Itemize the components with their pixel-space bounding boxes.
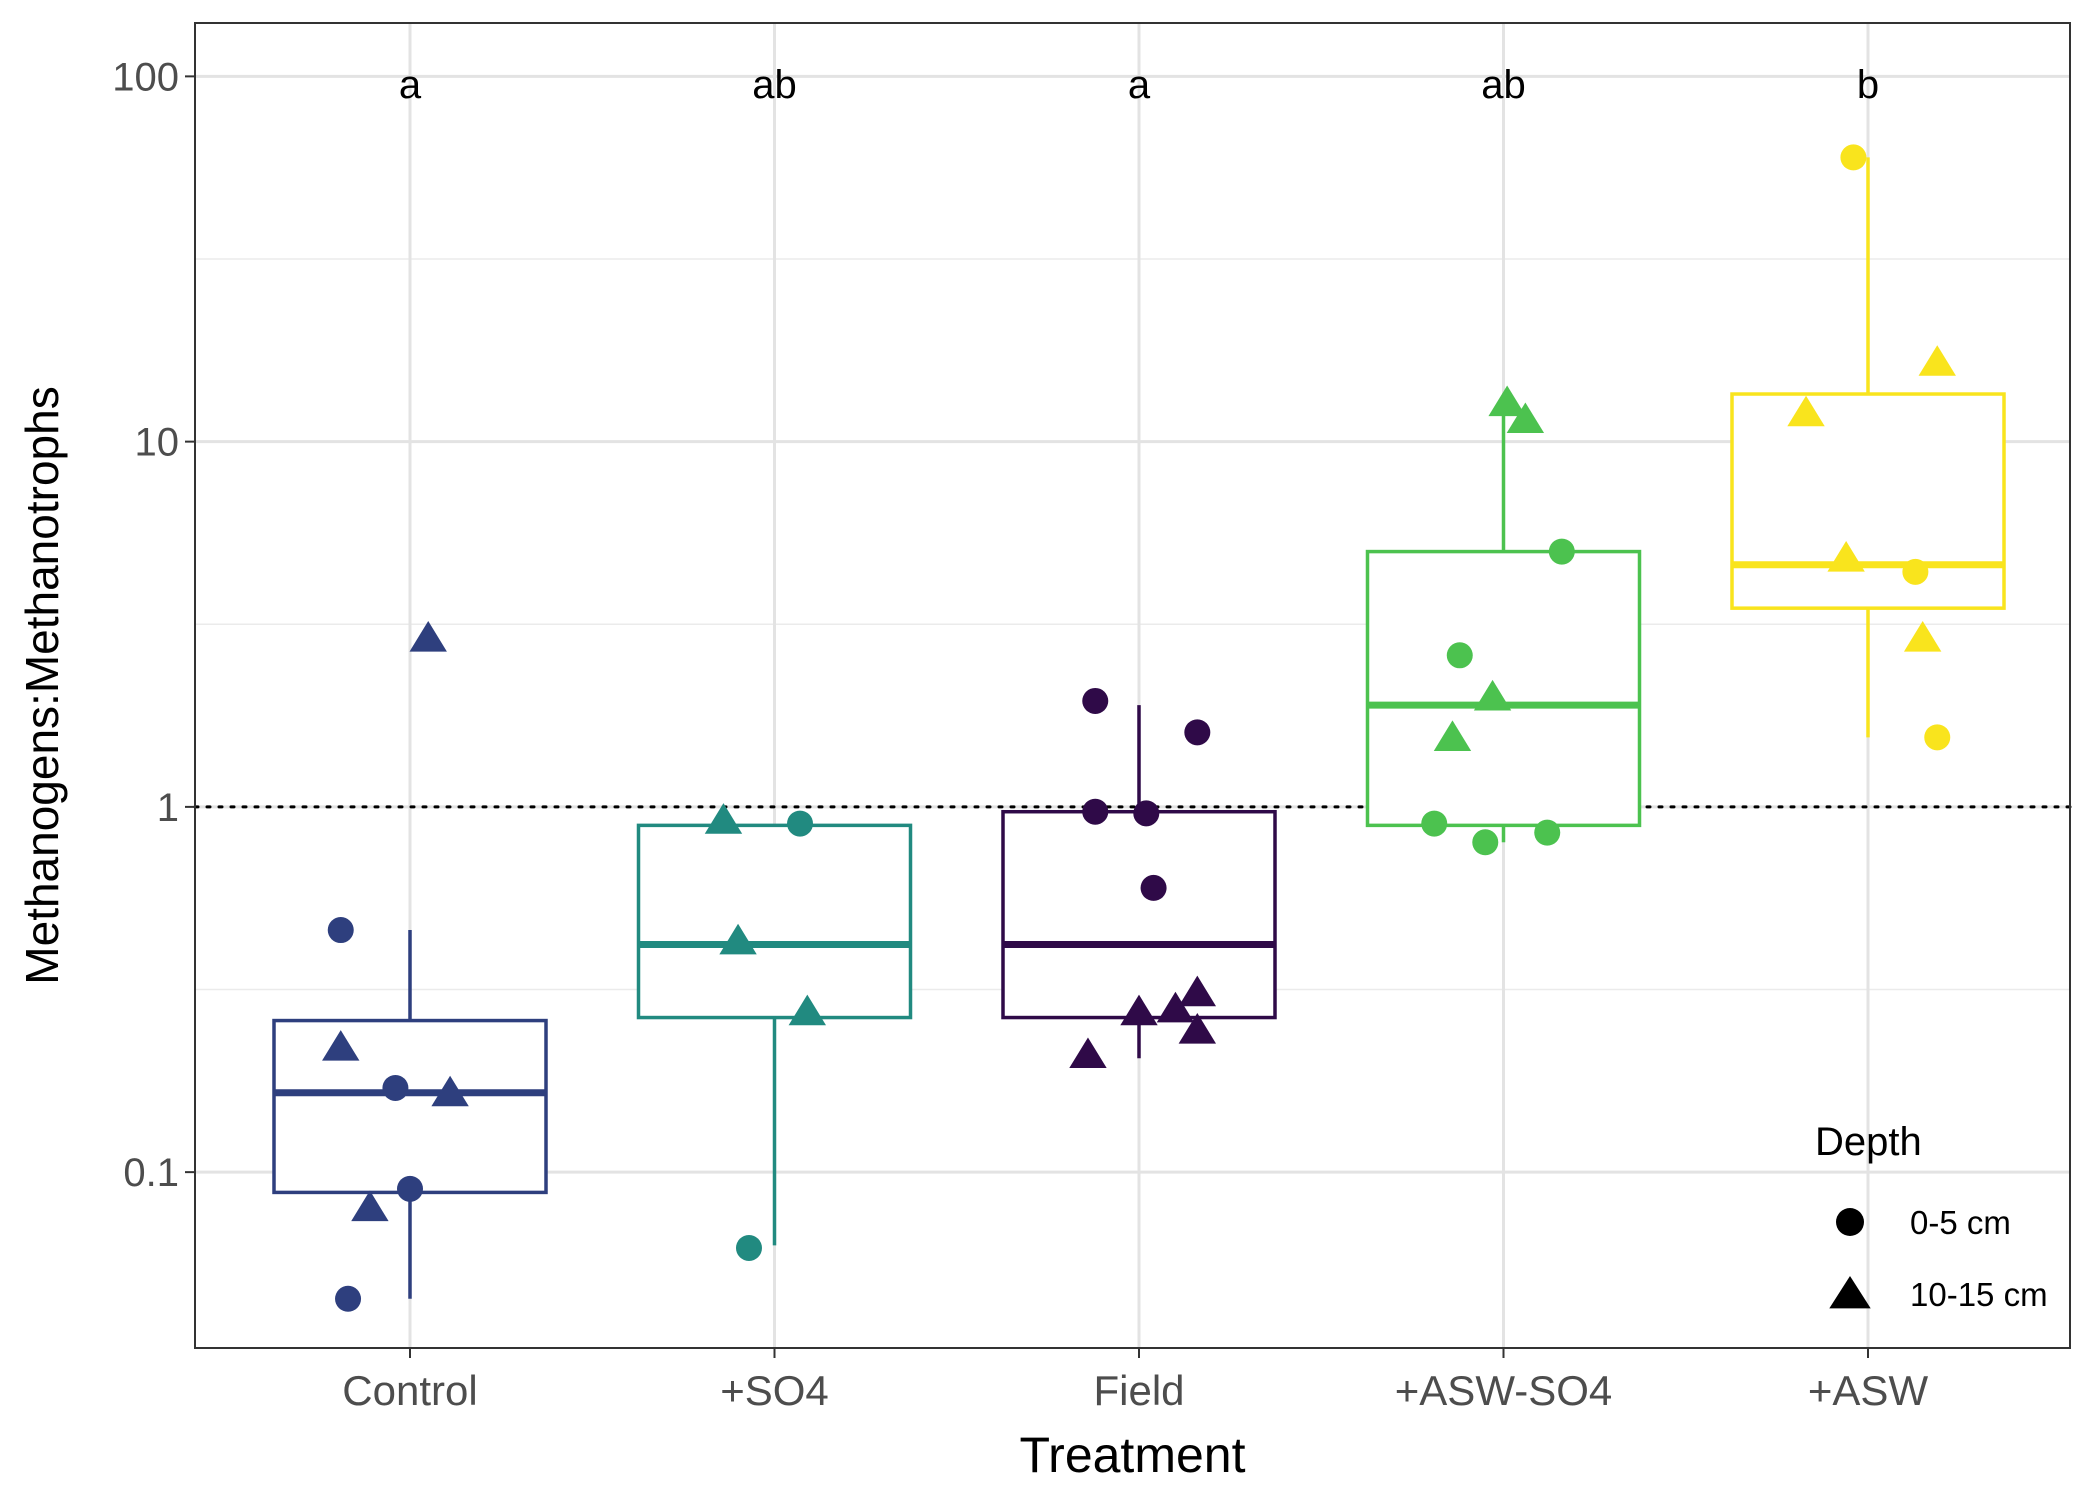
y-axis-title: Methanogens:Methanotrophs [16, 386, 68, 984]
point-circle [1472, 829, 1499, 856]
legend-circle-key [1836, 1208, 1864, 1236]
y-tick-label: 100 [112, 55, 179, 99]
box-groups [272, 157, 2006, 1299]
box-iqr [1730, 392, 2006, 610]
point-triangle [1433, 720, 1472, 751]
point-circle [1133, 800, 1160, 827]
point-triangle [1903, 620, 1942, 652]
box-1 [636, 823, 913, 1246]
x-tick-label: Control [342, 1367, 477, 1414]
point-circle [1548, 538, 1575, 565]
x-tick-label: +ASW [1808, 1367, 1929, 1414]
legend-triangle-key [1829, 1276, 1871, 1309]
point-circle [1184, 719, 1211, 746]
y-tick-label: 1 [157, 786, 179, 830]
point-triangle [351, 1190, 389, 1222]
point-triangle [1918, 345, 1956, 376]
box-iqr [1001, 809, 1277, 1020]
box-iqr [1365, 549, 1642, 828]
significance-letter: a [1128, 63, 1151, 107]
box-2 [1001, 705, 1277, 1059]
point-triangle [1156, 991, 1195, 1023]
point-circle [335, 1285, 362, 1312]
box-iqr [272, 1018, 548, 1195]
point-circle [787, 810, 814, 837]
x-axis: Control +SO4 Field +ASW-SO4 +ASW [342, 1348, 1928, 1414]
legend-title: Depth [1815, 1120, 1922, 1164]
box-0 [272, 930, 548, 1299]
point-triangle [704, 803, 743, 834]
y-tick-label: 10 [135, 421, 180, 465]
point-triangle [1120, 994, 1158, 1026]
point-circle [1924, 724, 1951, 751]
significance-letter: ab [752, 63, 797, 107]
legend: Depth 0-5 cm 10-15 cm [1815, 1120, 2048, 1313]
point-triangle [1488, 385, 1526, 417]
point-triangle [1827, 541, 1865, 572]
x-tick-label: +SO4 [720, 1367, 829, 1414]
point-triangle [1473, 679, 1512, 711]
point-circle [1082, 687, 1109, 714]
point-triangle [719, 923, 757, 955]
point-circle [1840, 144, 1867, 171]
point-triangle [431, 1075, 469, 1107]
point-triangle [322, 1030, 360, 1061]
legend-entry-label: 10-15 cm [1910, 1276, 2048, 1313]
point-circle [397, 1175, 423, 1202]
x-tick-label: Field [1093, 1367, 1184, 1414]
point-triangle [1178, 975, 1217, 1007]
significance-letter: b [1857, 63, 1879, 107]
point-circle [1446, 642, 1473, 669]
box-iqr [636, 823, 913, 1020]
point-circle [327, 917, 354, 944]
x-axis-title: Treatment [1019, 1427, 1245, 1483]
box-4 [1730, 157, 2006, 738]
point-circle [1534, 819, 1561, 846]
point-circle [1902, 558, 1929, 585]
point-triangle [1506, 402, 1545, 434]
point-triangle [1178, 1012, 1217, 1044]
significance-letter: ab [1481, 63, 1526, 107]
significance-letter: a [399, 63, 422, 107]
point-triangle [1069, 1037, 1107, 1069]
point-triangle [409, 620, 447, 652]
point-circle [1082, 798, 1109, 825]
y-tick-label: 0.1 [123, 1151, 179, 1195]
plot-panel-border [194, 22, 2071, 1349]
y-axis: 0.1 1 10 100 [112, 55, 195, 1195]
legend-entry-label: 0-5 cm [1910, 1204, 2011, 1241]
point-circle [1421, 810, 1448, 837]
significance-letters: a ab a ab b [399, 63, 1879, 107]
point-circle [1140, 874, 1167, 901]
point-triangle [1787, 395, 1825, 427]
point-circle [382, 1074, 409, 1101]
data-points [322, 144, 1956, 1312]
x-tick-label: +ASW-SO4 [1395, 1367, 1612, 1414]
point-triangle [788, 994, 827, 1026]
point-circle [735, 1234, 762, 1261]
